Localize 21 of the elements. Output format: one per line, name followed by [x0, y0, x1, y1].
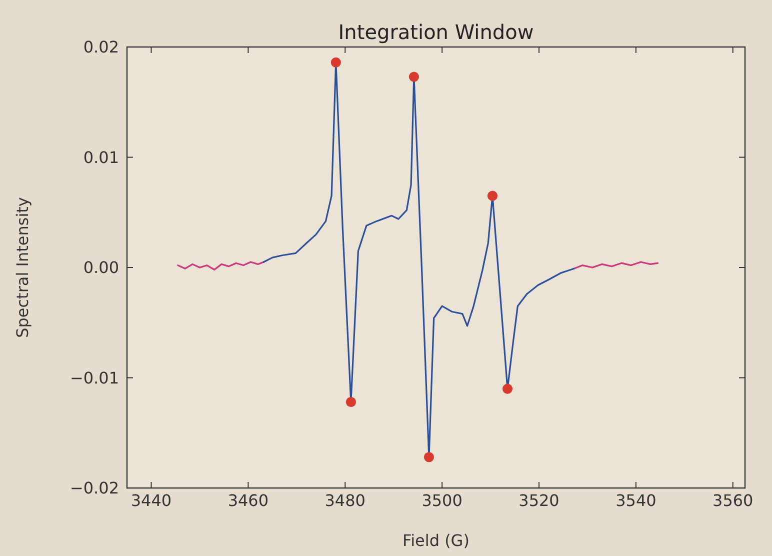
y-axis-title: Spectral Intensity [13, 197, 32, 338]
x-axis-title: Field (G) [402, 531, 470, 550]
x-tick-label: 3560 [712, 491, 754, 510]
point [408, 72, 419, 82]
x-tick-label: 3500 [422, 491, 462, 510]
x-tick-label: 3460 [228, 491, 269, 510]
x-tick-label: 3520 [518, 491, 560, 510]
chart-title: Integration Window [338, 20, 534, 44]
x-tick-label: 3540 [616, 491, 656, 510]
point [346, 396, 356, 408]
y-tick-label: −0.01 [70, 368, 119, 388]
point [424, 452, 434, 462]
x-tick-label: 3480 [324, 491, 366, 510]
y-tick-label: 0.02 [83, 38, 119, 57]
y-tick-label: −0.02 [70, 478, 119, 498]
point [502, 384, 513, 394]
y-tick-label: 0.01 [83, 148, 119, 167]
point [330, 57, 341, 68]
point [487, 190, 498, 201]
y-tick-label: 0.00 [83, 258, 119, 278]
x-tick-label: 3440 [130, 491, 172, 510]
